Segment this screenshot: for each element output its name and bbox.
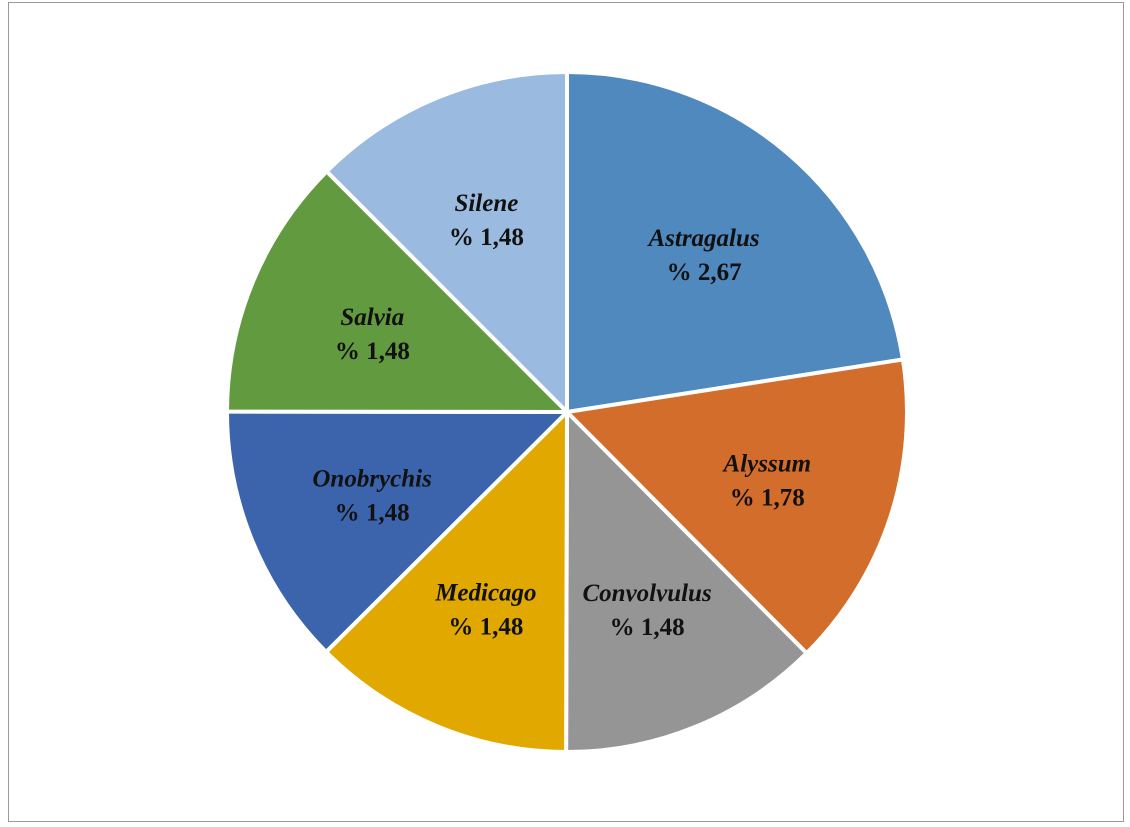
pie-labels: Astragalus % 2,67 Alyssum % 1,78 Convolvulus… xyxy=(312,190,811,641)
slice-value-medicago: % 1,48 xyxy=(448,614,523,641)
slice-label-medicago: Medicago % 1,48 xyxy=(434,580,536,641)
pie-slice-alyssum xyxy=(565,357,909,656)
slice-value-convolvulus: % 1,48 xyxy=(610,614,685,641)
slice-label-silene: Silene % 1,48 xyxy=(449,190,524,251)
slice-name-medicago: Medicago xyxy=(434,580,536,607)
pie-slice-medicago xyxy=(324,410,569,754)
slice-name-onobrychis: Onobrychis xyxy=(312,465,431,492)
slice-name-alyssum: Alyssum xyxy=(722,451,812,478)
slice-value-astragalus: % 2,67 xyxy=(667,259,742,286)
chart-area: Astragalus % 2,67 Alyssum % 1,78 Convolvulus… xyxy=(8,2,1124,822)
slice-name-silene: Silene xyxy=(454,190,518,217)
pie-slice-silene xyxy=(324,70,569,414)
slice-value-alyssum: % 1,78 xyxy=(730,485,805,512)
slice-label-salvia: Salvia % 1,48 xyxy=(335,304,410,365)
slice-label-convolvulus: Convolvulus % 1,48 xyxy=(582,580,711,641)
slice-value-silene: % 1,48 xyxy=(449,224,524,251)
slice-value-salvia: % 1,48 xyxy=(335,338,410,365)
slice-label-astragalus: Astragalus % 2,67 xyxy=(646,225,759,286)
slice-name-convolvulus: Convolvulus xyxy=(582,580,711,607)
slice-name-astragalus: Astragalus xyxy=(646,225,759,252)
pie-slice-convolvulus xyxy=(564,410,809,754)
pie-slice-astragalus xyxy=(565,70,905,414)
slice-value-onobrychis: % 1,48 xyxy=(335,499,410,526)
slice-name-salvia: Salvia xyxy=(340,304,404,331)
pie-slices xyxy=(224,70,909,754)
pie-slice-onobrychis xyxy=(224,409,569,654)
pie-chart: Astragalus % 2,67 Alyssum % 1,78 Convolvulus… xyxy=(224,70,909,754)
slice-label-alyssum: Alyssum % 1,78 xyxy=(722,451,812,512)
slice-label-onobrychis: Onobrychis % 1,48 xyxy=(312,465,431,526)
pie-slice-salvia xyxy=(225,169,569,414)
